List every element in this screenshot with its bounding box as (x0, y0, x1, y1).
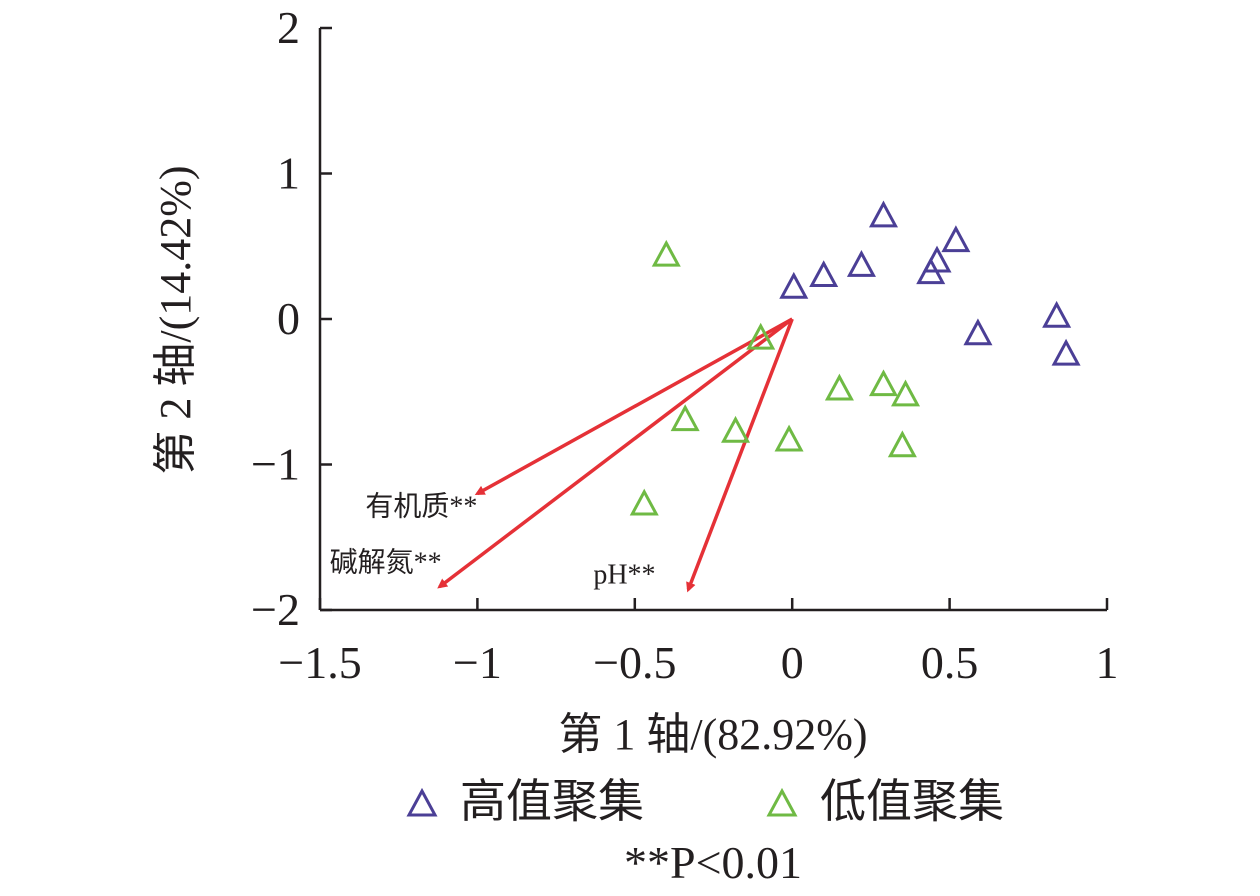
low-cluster-point (746, 322, 776, 350)
high-cluster-point (779, 271, 809, 299)
loading-vectors: 有机质** 碱解氮** pH** (330, 317, 794, 593)
legend: 高值聚集 低值聚集 (406, 776, 1004, 827)
x-tick-label: −1.5 (278, 637, 361, 688)
low-cluster-point (891, 379, 921, 407)
low-cluster-point (774, 424, 804, 452)
low-cluster-point (651, 239, 681, 267)
x-tick-label: −1 (453, 637, 502, 688)
x-tick-label: 0.5 (921, 637, 979, 688)
legend-marker-low (766, 787, 798, 817)
y-tick-label: −2 (251, 584, 300, 635)
significance-note: **P<0.01 (624, 837, 802, 888)
high-cluster-point (1051, 338, 1081, 366)
legend-marker-high (406, 787, 438, 817)
low-cluster-point (868, 369, 899, 397)
legend-label-high: 高值聚集 (460, 776, 644, 827)
vector-label: 有机质** (365, 491, 477, 523)
vector-label: 碱解氮** (330, 547, 442, 579)
y-axis-title: 第 2 轴/(14.42%) (151, 165, 200, 474)
y-tick-label: 0 (277, 293, 300, 344)
legend-label-low: 低值聚集 (820, 776, 1004, 827)
high-cluster-point (809, 260, 839, 288)
low-cluster-point (629, 488, 659, 516)
x-tick-label: 1 (1096, 637, 1119, 688)
x-tick-label: 0 (781, 637, 804, 688)
x-axis-title: 第 1 轴/(82.92%) (558, 710, 867, 759)
high-cluster-point (963, 318, 993, 346)
data-points (629, 200, 1081, 516)
vector-arrow (437, 317, 794, 589)
high-cluster-point (846, 250, 876, 277)
low-cluster-point (824, 373, 854, 401)
vector-arrow (686, 318, 794, 593)
y-tick-label: 2 (277, 2, 300, 53)
vector-label: pH** (593, 560, 655, 591)
high-cluster-point (941, 225, 971, 253)
low-cluster-point (721, 415, 751, 443)
x-tick-label: −0.5 (593, 637, 676, 688)
y-tick-label: −1 (251, 439, 300, 490)
low-cluster-point (670, 404, 700, 432)
high-cluster-point (868, 200, 899, 228)
low-cluster-point (887, 430, 917, 458)
vector-arrow (474, 317, 794, 496)
axes: −1.5 −1 −0.5 0 0.5 1 −2 −1 0 1 2 (251, 2, 1118, 688)
high-cluster-point (922, 245, 952, 273)
y-tick-label: 1 (277, 148, 300, 199)
high-cluster-point (1042, 300, 1072, 328)
